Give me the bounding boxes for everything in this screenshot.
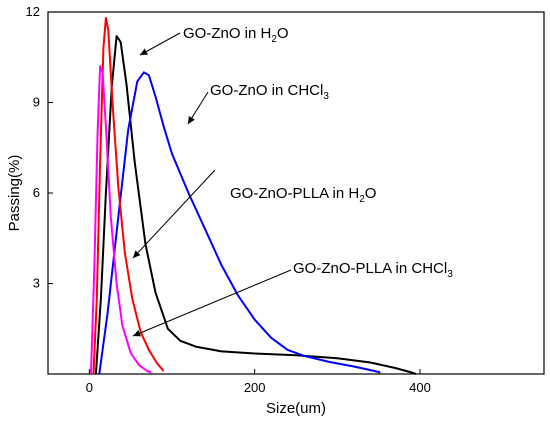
- y-axis-title: Passing(%): [6, 155, 23, 232]
- annotation-go-zno-plla-chcl3: GO-ZnO-PLLA in CHCl3: [293, 260, 453, 280]
- annotation-go-zno-h2o: GO-ZnO in H2O: [183, 25, 289, 45]
- y-tick-label: 6: [33, 185, 40, 200]
- series-line-3: [92, 17, 165, 375]
- x-tick-label: 0: [86, 380, 93, 395]
- x-tick-label: 400: [409, 380, 431, 395]
- y-tick-label: 9: [33, 95, 40, 110]
- annotation-arrow-line-4: [132, 269, 292, 337]
- annotation-arrow-line-1: [139, 32, 181, 56]
- annotation-go-zno-chcl3: GO-ZnO in CHCl3: [210, 82, 329, 102]
- annotation-arrow-head-2: [188, 116, 195, 124]
- y-tick-label: 3: [33, 276, 40, 291]
- ticks: 0 200 400 3 6 9 12: [26, 4, 431, 395]
- annotation-arrow-head-1: [140, 48, 148, 55]
- annotation-arrow-head-3: [133, 250, 141, 258]
- annotation-arrow-head-4: [133, 330, 141, 337]
- annotation-arrows: [132, 32, 292, 337]
- series-line-1: [94, 35, 417, 375]
- y-tick-label: 12: [26, 4, 40, 19]
- series-line-4: [90, 65, 152, 375]
- annotation-arrow-line-3: [132, 169, 216, 259]
- annotation-go-zno-plla-h2o: GO-ZnO-PLLA in H2O: [230, 185, 376, 205]
- series-line-2: [98, 71, 381, 375]
- series-layer: [90, 17, 417, 375]
- x-tick-label: 200: [244, 380, 266, 395]
- x-axis-title: Size(um): [266, 400, 326, 417]
